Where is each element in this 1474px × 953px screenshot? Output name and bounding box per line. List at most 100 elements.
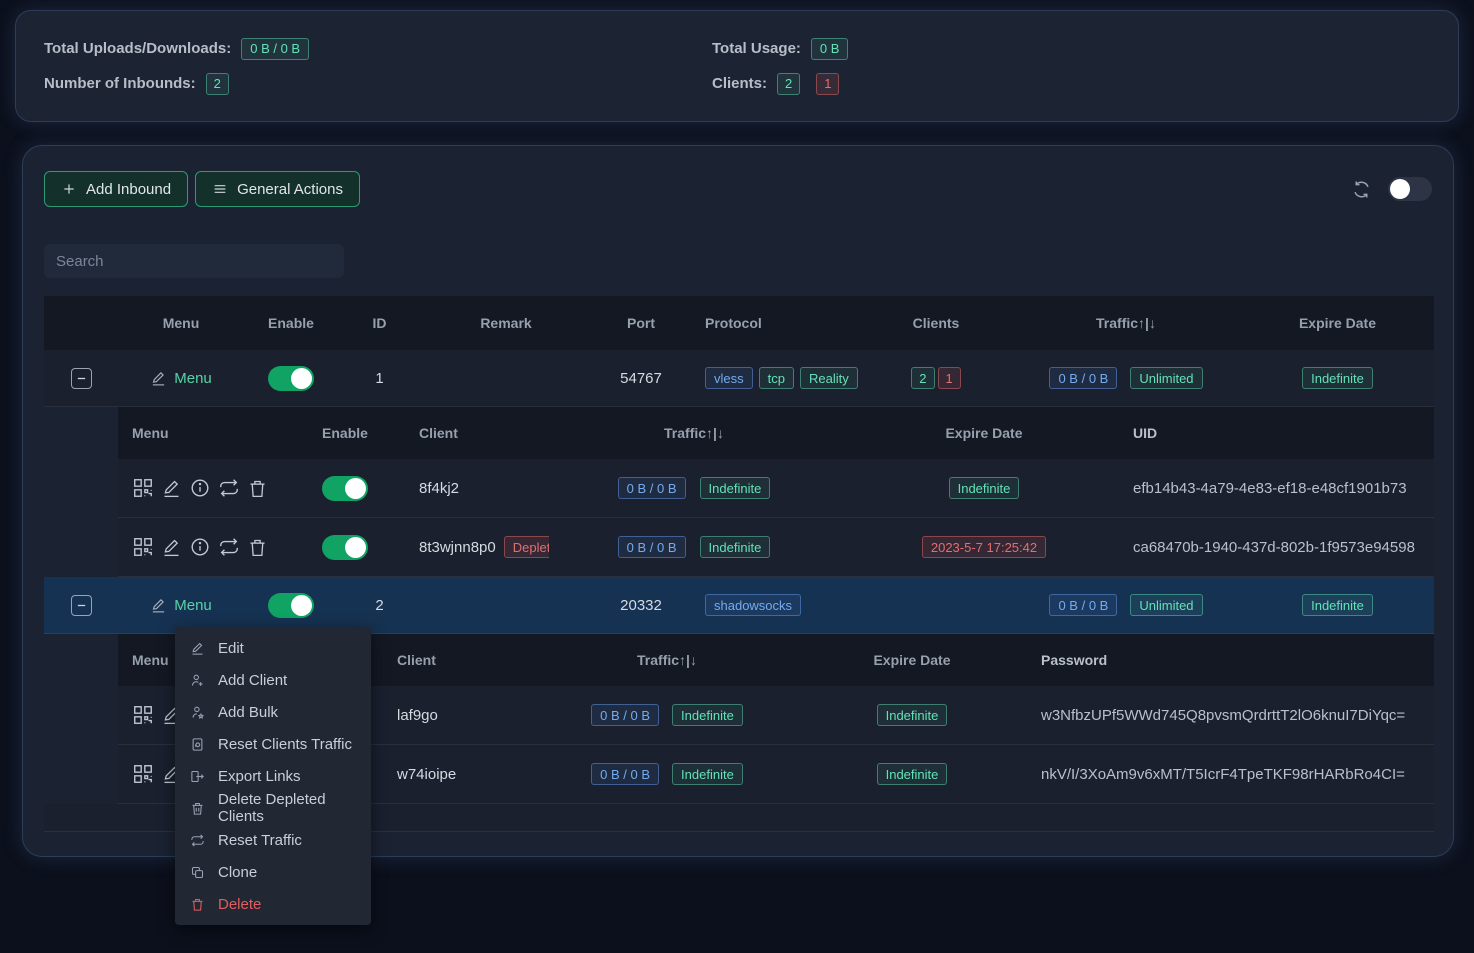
traffic-limit-badge: Unlimited xyxy=(1130,367,1203,389)
qr-code-icon[interactable] xyxy=(132,763,154,785)
qr-code-icon[interactable] xyxy=(132,477,154,499)
menu-item-clone[interactable]: Clone xyxy=(175,856,371,888)
reset-traffic-icon xyxy=(190,833,205,848)
add-inbound-button[interactable]: Add Inbound xyxy=(44,171,189,207)
menu-item-label: Add Bulk xyxy=(218,703,279,721)
menu-item-delete[interactable]: Delete xyxy=(175,888,371,920)
menu-item-edit[interactable]: Edit xyxy=(175,632,371,664)
stat-number-of-inbounds: Number of Inbounds: 2 xyxy=(44,72,712,95)
add-client-icon xyxy=(190,673,205,688)
collapse-row-icon[interactable] xyxy=(70,367,92,389)
client-password: nkV/I/3XoAm9v6xMT/T5IcrF4TpeTKF98rHARbRo… xyxy=(1041,765,1405,783)
reset-traffic-icon[interactable] xyxy=(218,477,240,499)
context-menu: Edit Add Client Add Bulk Reset Clients T… xyxy=(175,627,371,925)
delete-icon xyxy=(190,897,205,912)
row-menu-button[interactable]: Menu xyxy=(150,597,212,614)
edit-icon[interactable] xyxy=(161,537,182,558)
reset-clients-traffic-icon xyxy=(190,737,205,752)
dark-mode-toggle[interactable] xyxy=(1388,177,1432,201)
qr-code-icon[interactable] xyxy=(132,536,154,558)
refresh-icon[interactable] xyxy=(1351,179,1372,200)
inbound-table-header: Menu Enable ID Remark Port Protocol Clie… xyxy=(44,296,1434,350)
inbound-enable-toggle[interactable] xyxy=(268,592,314,618)
add-inbound-label: Add Inbound xyxy=(86,180,172,198)
inbound-enable-toggle[interactable] xyxy=(268,365,314,391)
stat-clients: Clients: 2 1 xyxy=(712,72,1430,95)
search-input[interactable] xyxy=(44,244,344,278)
col-header-traffic-sort[interactable]: Traffic↑|↓ xyxy=(664,425,724,441)
clients-depleted-badge: 1 xyxy=(816,72,840,95)
expire-badge: Indefinite xyxy=(948,477,1020,499)
general-actions-button[interactable]: General Actions xyxy=(195,171,360,207)
qr-code-icon[interactable] xyxy=(132,704,154,726)
inbound-row-selected: Menu 2 20332 shadowsocks 0 B / 0 B Unlim… xyxy=(44,577,1434,634)
col-header-enable: Enable xyxy=(268,315,314,331)
col-header-client: Client xyxy=(419,425,458,441)
collapse-row-icon[interactable] xyxy=(70,594,92,616)
edit-icon xyxy=(190,641,205,656)
menu-item-label: Delete Depleted Clients xyxy=(218,791,326,825)
menu-item-add-bulk[interactable]: Add Bulk xyxy=(175,696,371,728)
row-menu-button[interactable]: Menu xyxy=(150,370,212,387)
client-uid: efb14b43-4a79-4e83-ef18-e48cf1901b73 xyxy=(1133,479,1407,497)
inbound-row: Menu 1 54767 vless tcp Reality 2 1 0 B /… xyxy=(44,350,1434,407)
client-enable-toggle[interactable] xyxy=(322,475,368,501)
toolbar: Add Inbound General Actions xyxy=(44,171,1432,207)
col-header-expire-date: Expire Date xyxy=(945,425,1023,441)
stats-panel: Total Uploads/Downloads: 0 B / 0 B Total… xyxy=(15,10,1459,122)
delete-icon[interactable] xyxy=(247,478,268,499)
clients-depleted-badge: 1 xyxy=(937,367,961,389)
menu-item-label: Clone xyxy=(218,863,258,881)
menu-item-label: Reset Clients Traffic xyxy=(218,735,352,753)
menu-item-label: Add Client xyxy=(218,671,288,689)
col-header-remark: Remark xyxy=(480,315,532,331)
delete-depleted-icon xyxy=(190,801,205,816)
info-icon[interactable] xyxy=(189,536,211,558)
col-header-id: ID xyxy=(372,315,387,331)
security-tag: Reality xyxy=(799,367,858,389)
row-menu-label: Menu xyxy=(174,596,212,614)
col-header-menu: Menu xyxy=(162,315,200,331)
info-icon[interactable] xyxy=(189,477,211,499)
col-header-traffic-sort[interactable]: Traffic↑|↓ xyxy=(637,652,697,668)
edit-icon[interactable] xyxy=(161,478,182,499)
client-name: 8t3wjnn8p0 xyxy=(419,538,496,556)
inbound-id: 1 xyxy=(375,369,384,387)
row-menu-label: Menu xyxy=(174,369,212,387)
client-enable-toggle[interactable] xyxy=(322,534,368,560)
protocol-tag: vless xyxy=(705,367,753,389)
traffic-badge: 0 B / 0 B xyxy=(591,763,660,785)
expire-badge: Indefinite xyxy=(876,704,948,726)
inbounds-panel: Add Inbound General Actions Menu xyxy=(22,145,1454,857)
reset-traffic-icon[interactable] xyxy=(218,536,240,558)
menu-item-label: Export Links xyxy=(218,767,301,785)
menu-item-export-links[interactable]: Export Links xyxy=(175,760,371,792)
col-header-menu: Menu xyxy=(132,425,169,441)
inbound-port: 20332 xyxy=(620,596,662,614)
stat-value-badge: 2 xyxy=(205,72,229,95)
client-name: laf9go xyxy=(397,706,438,724)
col-header-uid: UID xyxy=(1133,425,1158,441)
client-uid: ca68470b-1940-437d-802b-1f9573e94598 xyxy=(1133,538,1415,556)
col-header-client: Client xyxy=(397,652,436,668)
menu-item-reset-clients-traffic[interactable]: Reset Clients Traffic xyxy=(175,728,371,760)
protocol-tag: shadowsocks xyxy=(705,594,802,616)
clients-table-header: Menu Enable Client Traffic↑|↓ Expire Dat… xyxy=(118,407,1434,459)
col-header-traffic-sort[interactable]: Traffic↑|↓ xyxy=(1096,315,1156,331)
traffic-limit-badge: Unlimited xyxy=(1130,594,1203,616)
traffic-badge: 0 B / 0 B xyxy=(1049,594,1118,616)
clone-icon xyxy=(190,865,205,880)
menu-item-reset-traffic[interactable]: Reset Traffic xyxy=(175,824,371,856)
client-name: 8f4kj2 xyxy=(419,479,460,497)
menu-item-label: Delete xyxy=(218,895,262,913)
menu-item-delete-depleted-clients[interactable]: Delete Depleted Clients xyxy=(175,791,371,825)
stat-label: Number of Inbounds: xyxy=(44,75,196,92)
clients-active-badge: 2 xyxy=(777,72,801,95)
col-header-protocol: Protocol xyxy=(705,315,762,331)
clients-active-badge: 2 xyxy=(911,367,935,389)
depleted-badge: Depleted xyxy=(503,536,549,558)
menu-item-add-client[interactable]: Add Client xyxy=(175,664,371,696)
stat-total-uploads-downloads: Total Uploads/Downloads: 0 B / 0 B xyxy=(44,37,712,60)
delete-icon[interactable] xyxy=(247,537,268,558)
expire-badge: Indefinite xyxy=(1302,594,1373,616)
